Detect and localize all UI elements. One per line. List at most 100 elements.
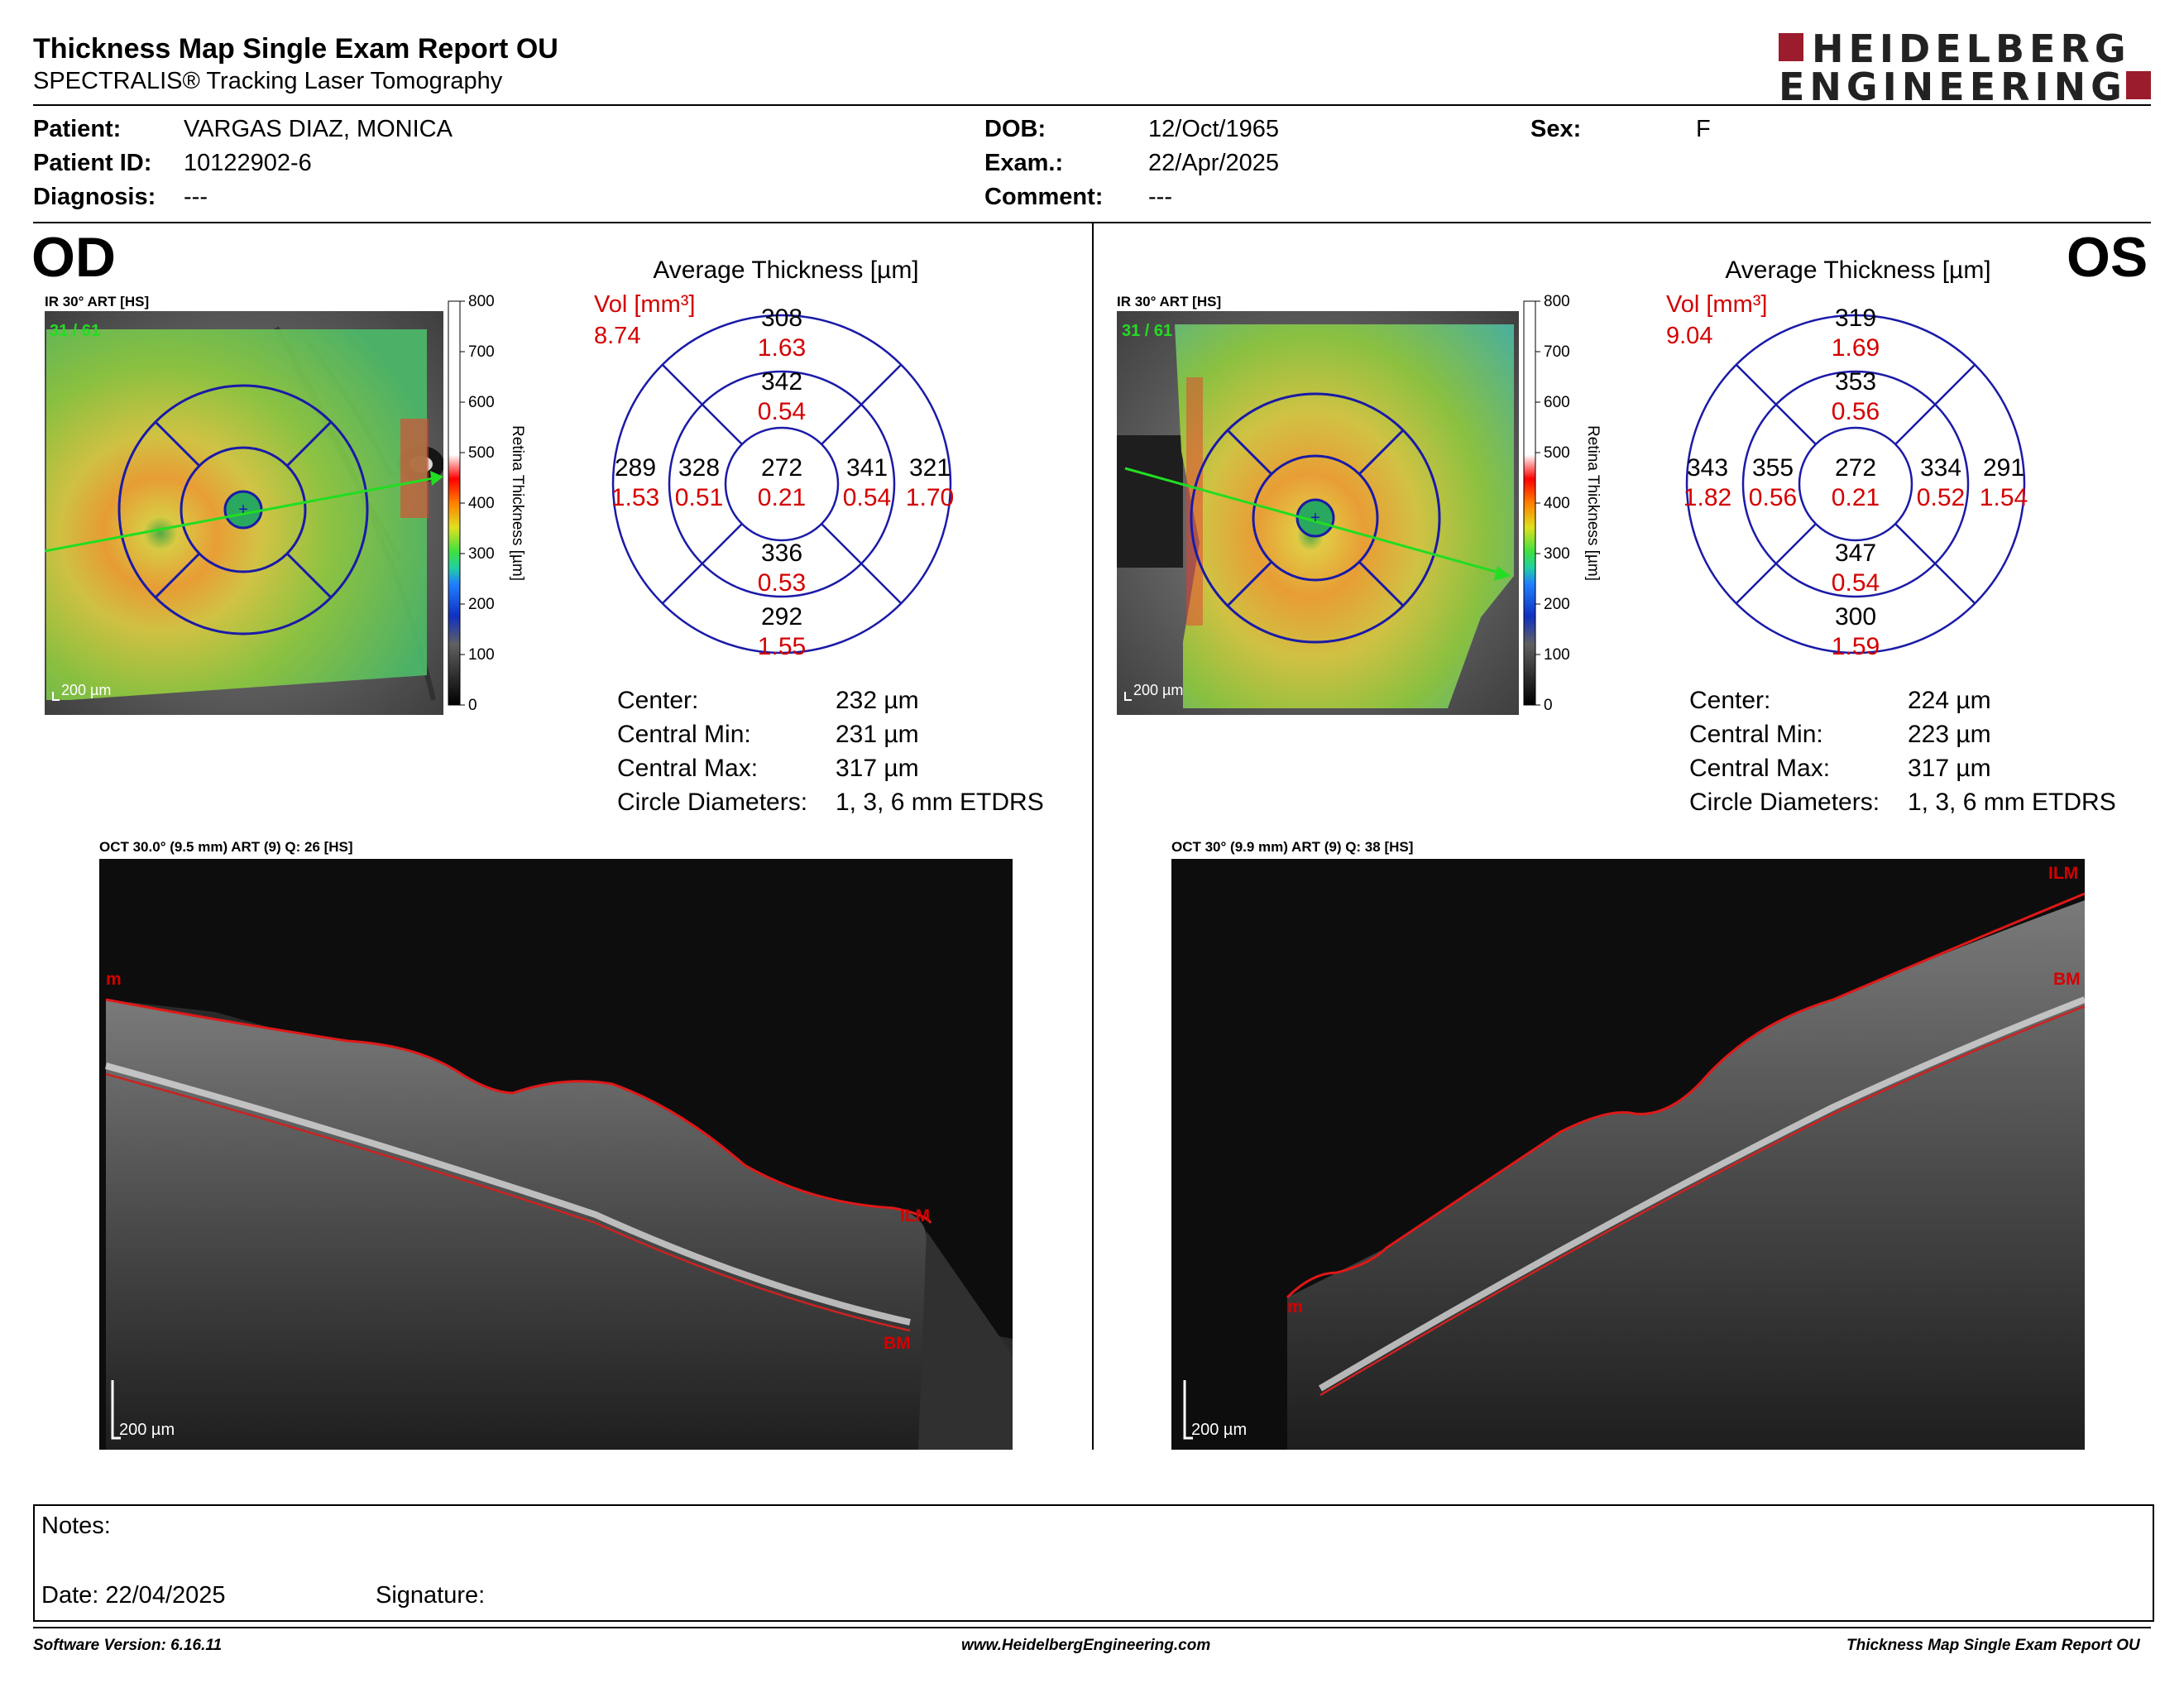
os-colorbar-label: Retina Thickness [µm] bbox=[1584, 425, 1602, 581]
os-oct-ilm-label: ILM bbox=[2048, 864, 2078, 883]
od-fundus-thickness-map: + 31 / 61 200 µm bbox=[45, 311, 443, 715]
os-oct-caption: OCT 30° (9.9 mm) ART (9) Q: 38 [HS] bbox=[1171, 839, 1414, 855]
os-inner-sup-volume: 0.56 bbox=[1832, 398, 1880, 425]
colorbar-tick-label: 600 bbox=[1544, 394, 1570, 411]
os-scale-label: 200 µm bbox=[1133, 682, 1183, 698]
od-outer-sup-thickness: 308 bbox=[761, 305, 802, 332]
od-stat-min-label: Central Min: bbox=[617, 721, 751, 748]
od-frame-count: 31 / 61 bbox=[50, 322, 100, 340]
od-oct-ilm-label: ILM bbox=[900, 1206, 930, 1225]
od-oct-m-label: m bbox=[106, 970, 122, 989]
od-inner-right-thickness: 341 bbox=[846, 454, 888, 482]
od-scale-label: 200 µm bbox=[61, 682, 111, 698]
od-thickness-colorbar: 800 700 600 500 400 300 200 100 0 Retina Thickne… bbox=[448, 295, 526, 714]
colorbar-tick-label: 800 bbox=[468, 295, 495, 310]
dob-label: DOB: bbox=[984, 116, 1046, 142]
os-outer-sup-thickness: 319 bbox=[1835, 305, 1876, 332]
diagnosis-label: Diagnosis: bbox=[33, 184, 156, 210]
colorbar-tick-label: 500 bbox=[468, 444, 495, 462]
od-inner-inf-volume: 0.53 bbox=[758, 569, 806, 597]
colorbar-tick-label: 0 bbox=[468, 697, 477, 714]
os-ir-caption: IR 30° ART [HS] bbox=[1117, 294, 1222, 309]
od-inner-left-thickness: 328 bbox=[678, 454, 720, 482]
od-inner-sup-volume: 0.54 bbox=[758, 398, 806, 425]
sex-label: Sex: bbox=[1530, 116, 1582, 142]
report-title: Thickness Map Single Exam Report OU bbox=[33, 33, 558, 65]
od-outer-left-thickness: 289 bbox=[615, 454, 656, 482]
os-inner-right-thickness: 334 bbox=[1920, 454, 1961, 482]
od-stat-diam-label: Circle Diameters: bbox=[617, 789, 808, 816]
patient-label: Patient: bbox=[33, 116, 122, 142]
od-avg-title: Average Thickness [µm] bbox=[653, 257, 919, 284]
os-stat-center-label: Center: bbox=[1689, 687, 1771, 714]
notes-box[interactable]: Notes: Date: 22/04/2025 Signature: bbox=[33, 1504, 2154, 1622]
os-inner-inf-thickness: 347 bbox=[1835, 539, 1876, 567]
od-oct-scale: 200 µm bbox=[119, 1421, 175, 1439]
footer-report-name: Thickness Map Single Exam Report OU bbox=[1846, 1637, 2140, 1654]
od-center-volume: 0.21 bbox=[758, 484, 806, 511]
od-inner-inf-thickness: 336 bbox=[761, 539, 802, 567]
os-fundus-thickness-map: + 31 / 61 200 µm bbox=[1117, 311, 1519, 715]
od-stat-min-value: 231 µm bbox=[836, 721, 919, 748]
patient-id-label: Patient ID: bbox=[33, 150, 152, 176]
os-stat-max-label: Central Max: bbox=[1689, 755, 1831, 782]
os-inner-inf-volume: 0.54 bbox=[1832, 569, 1880, 597]
os-inner-left-volume: 0.56 bbox=[1749, 484, 1797, 511]
os-stat-diam-value: 1, 3, 6 mm ETDRS bbox=[1908, 789, 2116, 816]
colorbar-tick-label: 700 bbox=[1544, 343, 1570, 361]
os-vol-label: Vol [mm³] bbox=[1666, 291, 1768, 318]
os-outer-sup-volume: 1.69 bbox=[1832, 334, 1880, 362]
os-outer-inf-volume: 1.59 bbox=[1832, 633, 1880, 660]
od-vol-label: Vol [mm³] bbox=[594, 291, 696, 318]
colorbar-tick-label: 0 bbox=[1544, 697, 1553, 714]
os-inner-right-volume: 0.52 bbox=[1917, 484, 1965, 511]
os-center-thickness: 272 bbox=[1835, 454, 1876, 482]
od-oct-bscan: m ILM BM 200 µm bbox=[99, 859, 1013, 1450]
os-oct-bm-label: BM bbox=[2053, 970, 2081, 989]
od-center-thickness: 272 bbox=[761, 454, 802, 482]
od-outer-inf-thickness: 292 bbox=[761, 603, 802, 631]
os-outer-left-volume: 1.82 bbox=[1684, 484, 1731, 511]
od-outer-right-volume: 1.70 bbox=[906, 484, 954, 511]
colorbar-tick-label: 700 bbox=[468, 343, 495, 361]
patient-name: VARGAS DIAZ, MONICA bbox=[184, 116, 453, 142]
od-stat-center-value: 232 µm bbox=[836, 687, 919, 714]
od-outer-right-thickness: 321 bbox=[909, 454, 951, 482]
os-thickness-colorbar: 800 700 600 500 400 300 200 100 0 Retina Thickne… bbox=[1523, 295, 1602, 714]
os-stat-min-label: Central Min: bbox=[1689, 721, 1823, 748]
od-outer-inf-volume: 1.55 bbox=[758, 633, 806, 660]
website-link[interactable]: www.HeidelbergEngineering.com bbox=[961, 1637, 1211, 1654]
od-outer-sup-volume: 1.63 bbox=[758, 334, 806, 362]
sex-value: F bbox=[1696, 116, 1711, 142]
od-oct-bm-label: BM bbox=[884, 1334, 911, 1353]
colorbar-tick-label: 800 bbox=[1544, 295, 1570, 310]
signature-label: Signature: bbox=[376, 1582, 486, 1609]
colorbar-tick-label: 200 bbox=[468, 596, 495, 613]
patient-id: 10122902-6 bbox=[184, 150, 312, 176]
colorbar-tick-label: 400 bbox=[468, 495, 495, 512]
od-vol-value: 8.74 bbox=[594, 323, 641, 349]
comment-value: --- bbox=[1148, 184, 1172, 210]
os-outer-left-thickness: 343 bbox=[1687, 454, 1728, 482]
os-avg-title: Average Thickness [µm] bbox=[1725, 257, 1991, 284]
colorbar-tick-label: 600 bbox=[468, 394, 495, 411]
svg-text:+: + bbox=[1310, 509, 1320, 527]
os-frame-count: 31 / 61 bbox=[1122, 322, 1172, 340]
os-center-volume: 0.21 bbox=[1832, 484, 1880, 511]
dob-value: 12/Oct/1965 bbox=[1148, 116, 1279, 142]
od-inner-sup-thickness: 342 bbox=[761, 368, 802, 396]
os-stat-diam-label: Circle Diameters: bbox=[1689, 789, 1880, 816]
colorbar-tick-label: 300 bbox=[1544, 545, 1570, 563]
od-stat-max-label: Central Max: bbox=[617, 755, 759, 782]
heidelberg-logo: HEIDELBERG ENGINEERING bbox=[1779, 30, 2159, 106]
colorbar-tick-label: 300 bbox=[468, 545, 495, 563]
od-stat-center-label: Center: bbox=[617, 687, 699, 714]
os-stat-center-value: 224 µm bbox=[1908, 687, 1991, 714]
os-label: OS bbox=[2067, 226, 2148, 289]
software-version: Software Version: 6.16.11 bbox=[33, 1637, 223, 1654]
exam-label: Exam.: bbox=[984, 150, 1064, 176]
od-inner-left-volume: 0.51 bbox=[675, 484, 723, 511]
colorbar-tick-label: 500 bbox=[1544, 444, 1570, 462]
center-divider bbox=[1092, 223, 1094, 1450]
os-stat-max-value: 317 µm bbox=[1908, 755, 1991, 782]
